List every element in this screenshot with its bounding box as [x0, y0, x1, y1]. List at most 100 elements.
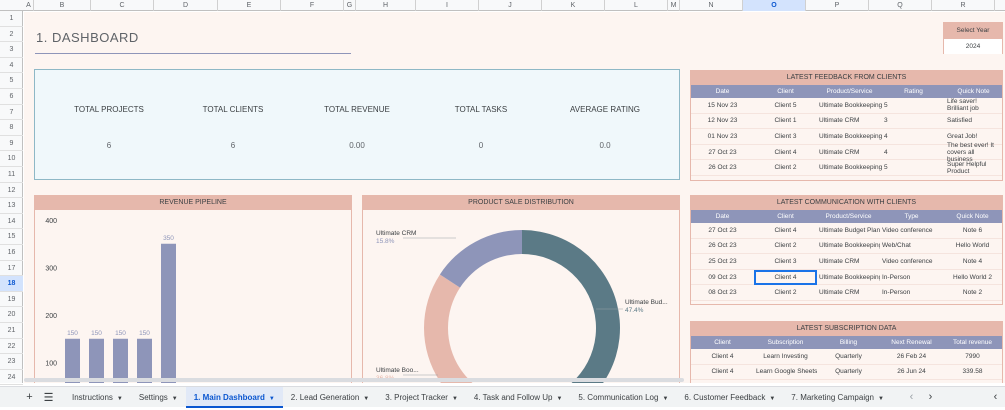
bar[interactable] — [89, 338, 104, 383]
column-header-e[interactable]: E — [218, 0, 281, 11]
pie-slice[interactable] — [424, 274, 538, 383]
table-cell[interactable]: 5 — [884, 101, 888, 109]
table-cell[interactable]: 339.58 — [962, 368, 983, 376]
row-header-5[interactable]: 5 — [0, 73, 23, 89]
row-header-10[interactable]: 10 — [0, 151, 23, 167]
column-header-n[interactable]: N — [680, 0, 743, 11]
table-cell[interactable]: Satisfied — [947, 117, 972, 125]
table-cell[interactable]: Client 3 — [774, 132, 797, 140]
row-header-8[interactable]: 8 — [0, 120, 23, 136]
bar[interactable] — [113, 338, 128, 383]
table-cell[interactable]: 09 Oct 23 — [708, 273, 737, 281]
table-cell[interactable]: Quarterly — [835, 352, 862, 360]
bar[interactable] — [161, 243, 176, 383]
table-cell[interactable]: Note 4 — [962, 257, 983, 265]
table-cell[interactable]: Ultimate Bookkeeping — [819, 132, 882, 140]
table-cell[interactable]: Client 4 — [774, 226, 797, 234]
table-cell[interactable]: Client 4 — [754, 269, 817, 285]
row-header-21[interactable]: 21 — [0, 323, 23, 339]
table-cell[interactable]: Note 2 — [962, 289, 983, 297]
all-sheets-icon[interactable]: ☰ — [43, 391, 54, 404]
table-cell[interactable]: Client 4 — [711, 352, 734, 360]
table-cell[interactable]: Client 4 — [711, 368, 734, 376]
table-cell[interactable]: Ultimate Bookkeeping — [819, 273, 880, 281]
column-header-k[interactable]: K — [542, 0, 605, 11]
table-cell[interactable]: 27 Oct 23 — [708, 226, 737, 234]
row-header-14[interactable]: 14 — [0, 214, 23, 230]
tab-menu-icon[interactable]: ▼ — [268, 395, 275, 402]
tab-menu-icon[interactable]: ▼ — [556, 395, 563, 402]
table-cell[interactable]: The best ever! It covers all business — [947, 141, 994, 163]
sheet-tab-9[interactable]: 7. Marketing Campaign ▼ — [783, 387, 892, 408]
scroll-tabs-left-icon[interactable]: ‹ — [909, 391, 914, 403]
row-header-18[interactable]: 18 — [0, 276, 23, 292]
table-cell[interactable]: In-Person — [882, 289, 911, 297]
table-cell[interactable]: Hello World 2 — [953, 273, 992, 281]
table-cell[interactable]: 15 Nov 23 — [707, 101, 738, 109]
table-cell[interactable]: Ultimate CRM — [819, 257, 860, 265]
table-cell[interactable]: Client 3 — [774, 257, 797, 265]
row-header-9[interactable]: 9 — [0, 136, 23, 152]
table-cell[interactable]: Learn Google Sheets — [756, 368, 817, 376]
table-cell[interactable]: 4 — [884, 132, 888, 140]
bar[interactable] — [137, 338, 152, 383]
sheet-tab-1[interactable]: Instructions ▼ — [64, 387, 131, 408]
row-header-6[interactable]: 6 — [0, 89, 23, 105]
table-cell[interactable]: 25 Oct 23 — [708, 257, 737, 265]
table-cell[interactable]: Quarterly — [835, 368, 862, 376]
column-header-h[interactable]: H — [356, 0, 416, 11]
sheet-canvas[interactable]: 1. DASHBOARD Select Year 2024 TOTAL PROJ… — [24, 12, 1005, 383]
add-sheet-icon[interactable]: + — [26, 391, 33, 403]
table-cell[interactable]: 27 Oct 23 — [708, 148, 737, 156]
row-header-17[interactable]: 17 — [0, 261, 23, 277]
table-cell[interactable]: Ultimate Bookkeeping — [819, 164, 882, 172]
row-header-4[interactable]: 4 — [0, 58, 23, 74]
column-header-l[interactable]: L — [605, 0, 668, 11]
sheet-tab-2[interactable]: Settings ▼ — [131, 387, 186, 408]
table-cell[interactable]: 26 Oct 23 — [708, 164, 737, 172]
row-header-20[interactable]: 20 — [0, 307, 23, 323]
table-cell[interactable]: Video conference — [882, 226, 933, 234]
row-header-24[interactable]: 24 — [0, 370, 23, 386]
table-cell[interactable]: 4 — [884, 148, 888, 156]
column-header-f[interactable]: F — [281, 0, 344, 11]
row-header-23[interactable]: 23 — [0, 354, 23, 370]
row-header-22[interactable]: 22 — [0, 339, 23, 355]
column-header-b[interactable]: B — [34, 0, 91, 11]
sheet-tab-3[interactable]: 1. Main Dashboard ▼ — [185, 386, 283, 408]
table-cell[interactable]: Life saver! Brilliant job — [947, 98, 979, 113]
row-header-19[interactable]: 19 — [0, 292, 23, 308]
table-cell[interactable]: Ultimate CRM — [819, 148, 860, 156]
table-cell[interactable]: Learn Investing — [763, 352, 808, 360]
table-cell[interactable]: Great Job! — [947, 132, 978, 140]
column-header-g[interactable]: G — [344, 0, 356, 11]
row-header-2[interactable]: 2 — [0, 27, 23, 43]
table-cell[interactable]: Video conference — [882, 257, 933, 265]
pie-slice[interactable] — [439, 230, 522, 288]
table-cell[interactable]: Web/Chat — [882, 242, 911, 250]
tab-menu-icon[interactable]: ▼ — [878, 395, 884, 402]
table-cell[interactable]: Client 2 — [774, 164, 797, 172]
bar[interactable] — [65, 338, 80, 383]
column-header-d[interactable]: D — [154, 0, 218, 11]
table-cell[interactable]: 5 — [884, 164, 888, 172]
column-header-i[interactable]: I — [416, 0, 479, 11]
table-cell[interactable]: 12 Nov 23 — [707, 117, 738, 125]
column-header-m[interactable]: M — [668, 0, 680, 11]
table-cell[interactable]: Client 2 — [774, 289, 797, 297]
table-cell[interactable]: 26 Feb 24 — [896, 352, 927, 360]
tab-menu-icon[interactable]: ▼ — [363, 395, 370, 402]
column-header-q[interactable]: Q — [869, 0, 932, 11]
table-cell[interactable]: Client 5 — [774, 101, 797, 109]
tab-menu-icon[interactable]: ▼ — [662, 395, 669, 402]
table-cell[interactable]: In-Person — [882, 273, 911, 281]
row-header-16[interactable]: 16 — [0, 245, 23, 261]
table-cell[interactable]: Hello World — [955, 242, 990, 250]
scroll-tabs-right-icon[interactable]: › — [928, 391, 933, 403]
table-cell[interactable]: 08 Oct 23 — [708, 289, 737, 297]
row-header-12[interactable]: 12 — [0, 183, 23, 199]
row-header-7[interactable]: 7 — [0, 105, 23, 121]
sheet-tab-7[interactable]: 5. Communication Log ▼ — [570, 387, 676, 408]
row-header-15[interactable]: 15 — [0, 229, 23, 245]
table-cell[interactable]: 01 Nov 23 — [707, 132, 738, 140]
